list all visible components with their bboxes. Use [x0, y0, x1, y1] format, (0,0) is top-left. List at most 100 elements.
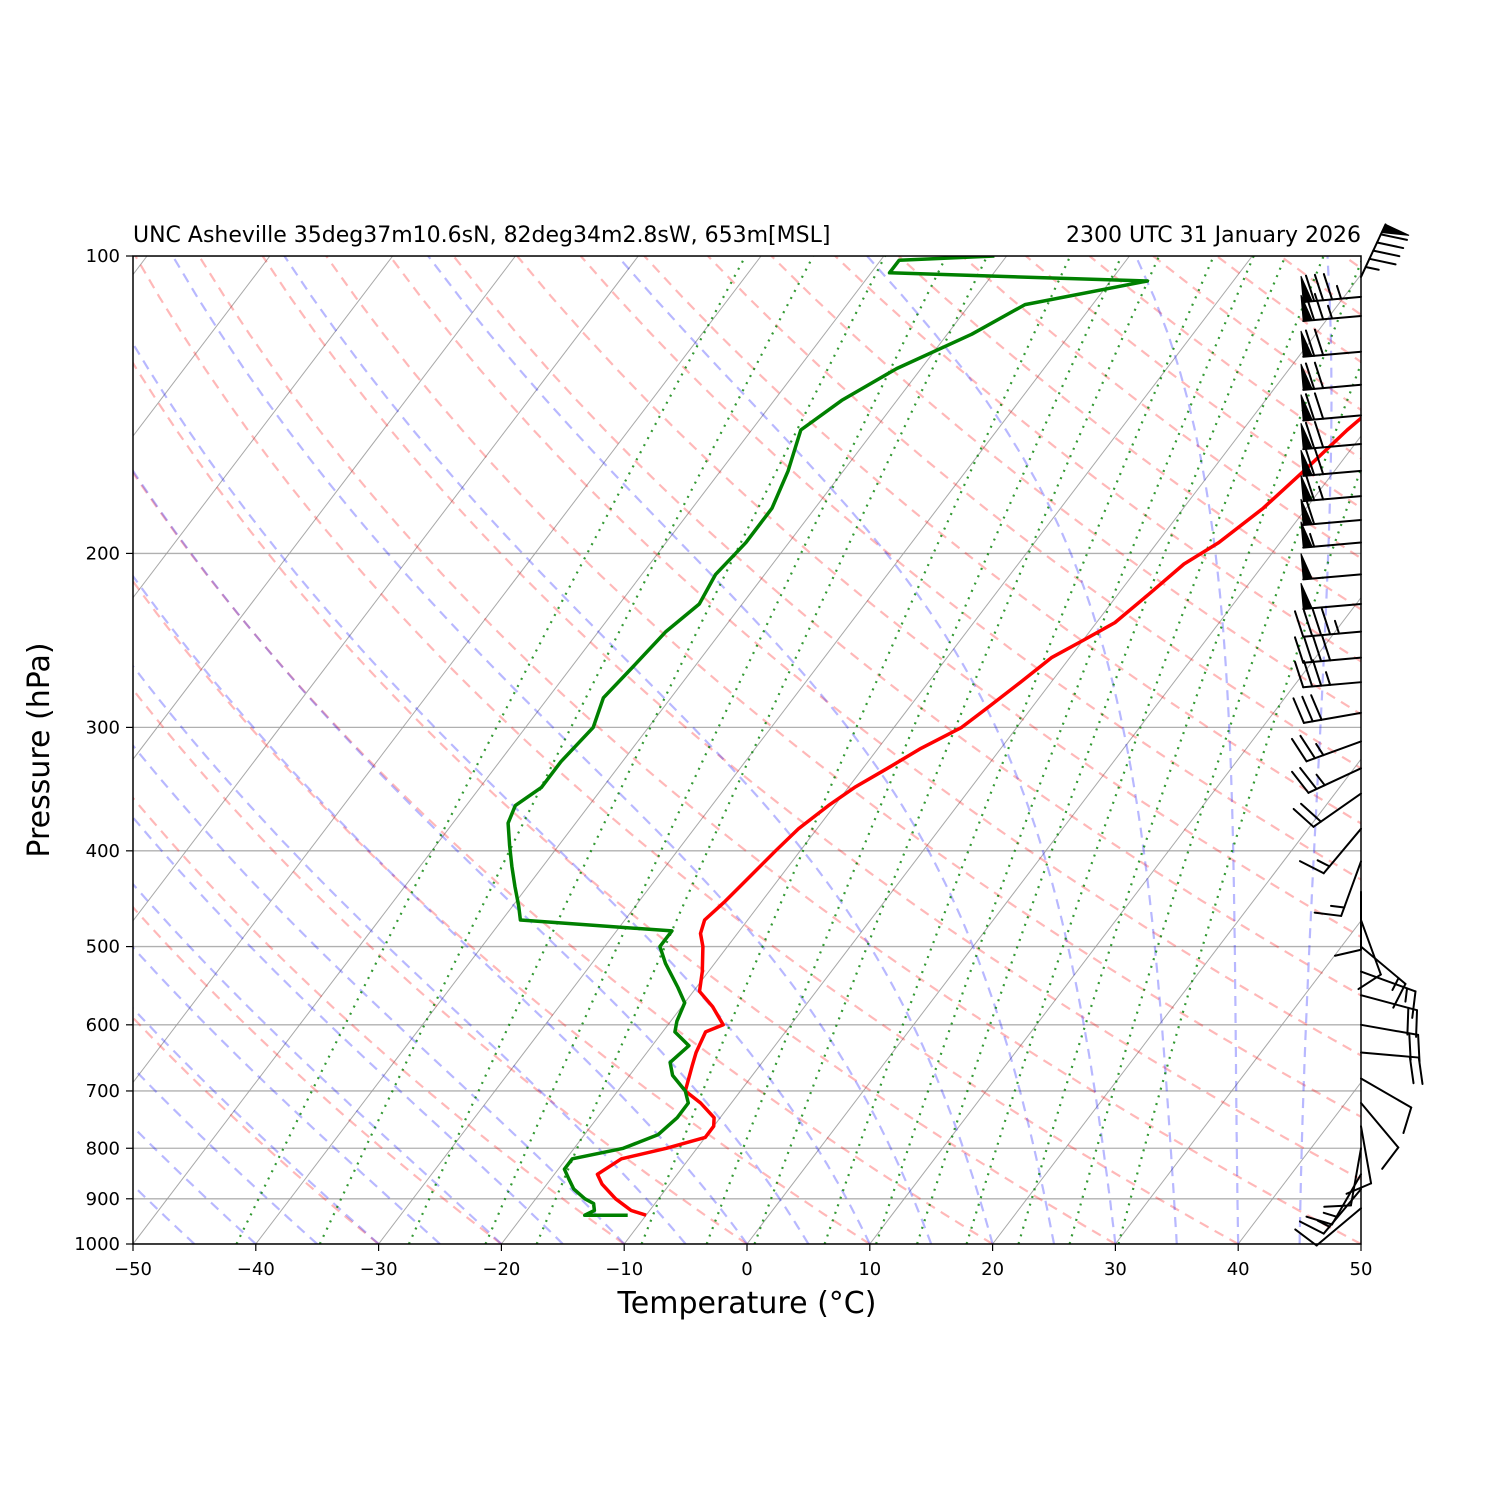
- dry-adiabat-130: [707, 256, 1361, 770]
- y-tick-label: 100: [86, 246, 120, 267]
- mixing-line-0.013: [965, 256, 1325, 1244]
- wind-barb: [1292, 694, 1362, 724]
- mixing-line-0.002: [640, 256, 1072, 1244]
- wind-barb: [1290, 734, 1362, 763]
- wind-barb: [1360, 945, 1407, 1009]
- dry-adiabat-10: [133, 579, 871, 1244]
- moist-adiabat-0: [133, 574, 748, 1244]
- moist-adiabat--35: [133, 1066, 318, 1244]
- wind-barb: [1360, 970, 1417, 1019]
- dry-adiabat-240: [1408, 256, 1500, 1244]
- wind-barb: [1294, 1207, 1362, 1247]
- isotherm--50: [133, 256, 885, 1244]
- moist-adiabat-10: [133, 341, 871, 1244]
- dry-adiabat-30: [133, 361, 1116, 1244]
- x-tick-label: 10: [858, 1259, 881, 1280]
- wind-barb: [1298, 827, 1362, 875]
- x-tick-label: −50: [114, 1259, 152, 1280]
- y-axis-label: Pressure (hPa): [22, 642, 57, 857]
- isotherm--40: [255, 256, 1008, 1244]
- dry-adiabat-200: [1152, 256, 1361, 412]
- wind-barb: [1298, 1188, 1362, 1235]
- wind-barb: [1292, 792, 1362, 828]
- y-tick-label: 500: [86, 937, 120, 958]
- wind-barb: [1300, 521, 1362, 549]
- y-tick-label: 300: [86, 717, 120, 738]
- wind-barb: [1300, 553, 1362, 581]
- wind-barb: [1360, 1077, 1413, 1135]
- moist-adiabat-25: [427, 256, 1056, 1244]
- wind-barb: [1313, 860, 1362, 917]
- wind-barb: [1300, 361, 1362, 391]
- dry-adiabat-80: [388, 256, 1361, 1057]
- dry-adiabat-190: [1088, 256, 1361, 460]
- isotherm--90: [133, 256, 394, 599]
- moist-adiabat--15: [133, 815, 564, 1244]
- dry-adiabat--20: [133, 905, 503, 1244]
- isotherm--80: [133, 256, 516, 761]
- x-tick-label: 30: [1104, 1259, 1127, 1280]
- wind-barb: [1300, 292, 1362, 323]
- wind-barb: [1300, 582, 1362, 611]
- y-tick-label: 400: [86, 841, 120, 862]
- dry-adiabat-lines: [133, 256, 1500, 1244]
- wind-barb: [1291, 766, 1362, 794]
- mixing-line-0.01: [916, 256, 1287, 1244]
- y-tick-label: 800: [86, 1138, 120, 1159]
- wind-barb: [1360, 1102, 1400, 1170]
- isotherm--100: [133, 256, 271, 437]
- y-tick-label: 200: [86, 543, 120, 564]
- moist-adiabat-45: [1298, 256, 1333, 1244]
- isotherm-50: [1360, 1243, 1361, 1244]
- isotherm--70: [133, 256, 639, 922]
- mixing-line-0.006: [823, 256, 1215, 1244]
- dry-adiabat-100: [516, 256, 1361, 939]
- wind-barbs: [1290, 223, 1424, 1247]
- x-axis-ticks: −50 −40 −30 −20 −10 0 10 20 30 40 50: [114, 1244, 1372, 1280]
- isotherm--30: [378, 256, 1130, 1244]
- isotherm-20: [992, 758, 1361, 1244]
- wind-barb: [1300, 392, 1362, 422]
- x-tick-label: −20: [482, 1259, 520, 1280]
- wind-barb: [1360, 1051, 1424, 1085]
- mixing-line-0.003: [705, 256, 1123, 1244]
- isotherm--10: [623, 273, 1361, 1244]
- mixing-line-0.008: [875, 256, 1255, 1244]
- dry-adiabat-40: [134, 256, 1239, 1244]
- dewpoint-profile: [506, 256, 1150, 1217]
- x-tick-label: −40: [237, 1259, 275, 1280]
- y-tick-label: 600: [86, 1015, 120, 1036]
- dry-adiabat-50: [198, 256, 1361, 1244]
- mixing-line-0.0007: [484, 256, 948, 1244]
- isotherm-0: [746, 435, 1361, 1244]
- dry-adiabat-90: [452, 256, 1361, 997]
- mixing-line-0.0002: [318, 256, 815, 1244]
- moist-adiabat-15: [171, 256, 933, 1244]
- mixing-line-0.0004: [407, 256, 886, 1244]
- x-tick-label: 40: [1227, 1259, 1250, 1280]
- chart-title-right: 2300 UTC 31 January 2026: [1066, 223, 1361, 248]
- isotherm-30: [1115, 920, 1361, 1244]
- moist-adiabat--25: [133, 945, 441, 1244]
- temperature-profile: [595, 415, 1361, 1217]
- dry-adiabat-210: [1216, 256, 1361, 364]
- dry-adiabat-110: [579, 256, 1361, 881]
- mixing-line-0.004: [753, 256, 1161, 1244]
- dry-adiabat-20: [133, 470, 994, 1244]
- moist-adiabat-30: [616, 256, 1117, 1244]
- isotherm--20: [501, 256, 1253, 1244]
- moist-adiabat-35: [866, 256, 1178, 1244]
- y-tick-label: 1000: [74, 1234, 120, 1255]
- dry-adiabat-120: [643, 256, 1361, 825]
- x-tick-label: −10: [605, 1259, 643, 1280]
- isobar-grid: [133, 256, 1361, 1244]
- x-tick-label: 50: [1350, 1259, 1373, 1280]
- dry-adiabat-0: [133, 687, 748, 1244]
- x-tick-label: 20: [981, 1259, 1004, 1280]
- moist-adiabat--40: [133, 1125, 257, 1244]
- wind-barb: [1300, 497, 1362, 527]
- x-tick-label: −30: [360, 1259, 398, 1280]
- x-tick-label: 0: [741, 1259, 752, 1280]
- y-tick-label: 900: [86, 1189, 120, 1210]
